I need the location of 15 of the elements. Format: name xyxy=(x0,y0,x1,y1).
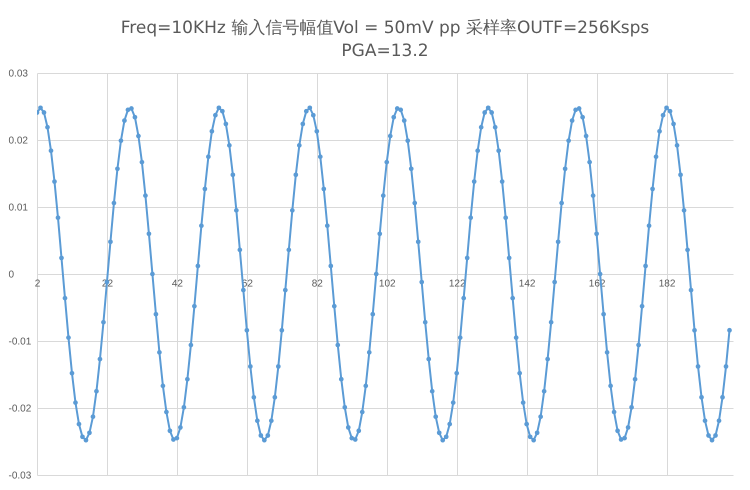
x-tick-label: 82 xyxy=(312,278,324,290)
y-tick-label: 0.01 xyxy=(8,202,28,214)
y-tick-label: 0 xyxy=(8,270,14,280)
x-tick-label: 182 xyxy=(658,278,676,290)
x-tick-label: 102 xyxy=(378,278,396,290)
y-tick-label: -0.02 xyxy=(8,404,32,414)
chart-subtitle: PGA=13.2 xyxy=(341,41,429,61)
y-tick-label: -0.03 xyxy=(8,470,32,482)
x-tick-label: 142 xyxy=(518,278,536,290)
y-tick-label: 0.02 xyxy=(8,136,28,146)
x-tick-label: 2 xyxy=(34,278,41,290)
chart-title: Freq=10KHz 输入信号幅值Vol = 50mV pp 采样率OUTF=256Ksps xyxy=(120,18,650,38)
y-tick-label: 0.03 xyxy=(8,68,28,80)
x-tick-label: 42 xyxy=(172,278,184,290)
y-tick-label: -0.01 xyxy=(8,336,32,348)
